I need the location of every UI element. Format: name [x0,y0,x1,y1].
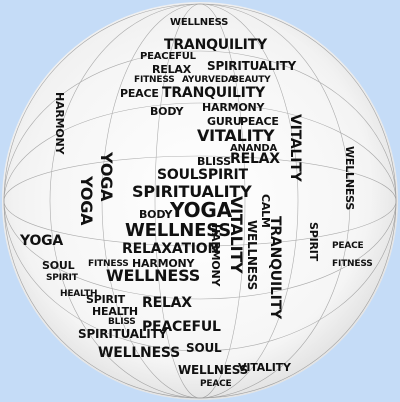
word-yoga-left: YOGA [20,233,64,249]
word-harmony-vertical: HARMONY [209,224,222,287]
word-wellness-lower: WELLNESS [106,266,201,285]
word-peace-guru: PEACE [240,115,279,128]
word-yoga-vertical-1: YOGA [97,152,116,202]
word-spirit-lower: SPIRIT [86,293,125,306]
word-spirituality-bottom: SPIRITUALITY [78,327,168,341]
word-harmony-middle: HARMONY [132,257,195,270]
word-peace-bottom: PEACE [200,379,232,389]
word-health-lower: HEALTH [92,305,138,318]
word-spirit-vertical: SPIRIT [307,222,320,261]
word-calm-vertical: CALM [259,194,272,228]
word-fitness-right: FITNESS [332,259,373,269]
word-vitality-vertical: VITALITY [227,196,246,274]
word-beauty: BEAUTY [232,75,271,85]
word-ayurveda: AYURVEDA [182,75,235,85]
word-relax-upper: RELAX [230,151,280,167]
word-wellness-top: WELLNESS [170,17,229,28]
word-peace-right: PEACE [332,241,364,251]
word-harmony-vertical-left: HARMONY [53,92,66,155]
word-body-middle: BODY [139,208,173,221]
word-vitality-vertical-right: VITALITY [287,114,303,182]
word-spirituality-top: SPIRITUALITY [207,59,297,73]
word-spirituality-middle: SPIRITUALITY [132,182,252,201]
word-wellness-middle: WELLNESS [125,220,231,241]
word-body-upper: BODY [150,105,184,118]
word-soul-left: SOUL [42,259,75,272]
word-tranquility-vertical: TRANQUILITY [267,216,283,319]
word-tranquility-top: TRANQUILITY [164,37,267,53]
word-spirit-middle: SPIRIT [198,167,248,183]
word-yoga-vertical-2: YOGA [77,176,96,226]
word-fitness-middle: FITNESS [88,259,129,269]
word-wellness-bottom: WELLNESS [98,345,181,361]
word-wellness-vertical-right: WELLNESS [343,146,356,211]
word-spirit-left: SPIRIT [46,273,78,283]
word-bliss-lower: BLISS [108,317,136,327]
word-health-left: HEALTH [60,289,98,299]
word-vitality-upper: VITALITY [197,126,275,145]
word-wellness-bottom-2: WELLNESS [178,363,249,377]
word-guru: GURU [207,115,242,128]
word-soul-middle: SOUL [157,167,199,183]
word-relax-top: RELAX [152,63,191,76]
word-wellness-vertical: WELLNESS [245,220,259,291]
word-relaxation: RELAXATION [122,241,220,257]
word-relax-lower: RELAX [142,295,192,311]
word-peaceful-bottom: PEACEFUL [142,319,221,335]
word-vitality-bottom: VITALITY [238,361,291,374]
word-bliss-upper: BLISS [197,155,231,168]
word-soul-bottom: SOUL [186,341,222,355]
word-fitness-top: FITNESS [134,75,175,85]
word-peaceful-top: PEACEFUL [140,51,196,62]
word-peace-upper: PEACE [120,87,159,100]
word-tranquility-upper: TRANQUILITY [162,85,265,101]
word-ananda: ANANDA [230,143,278,154]
word-harmony-upper: HARMONY [202,101,265,114]
word-yoga-center: YOGA [170,198,232,222]
